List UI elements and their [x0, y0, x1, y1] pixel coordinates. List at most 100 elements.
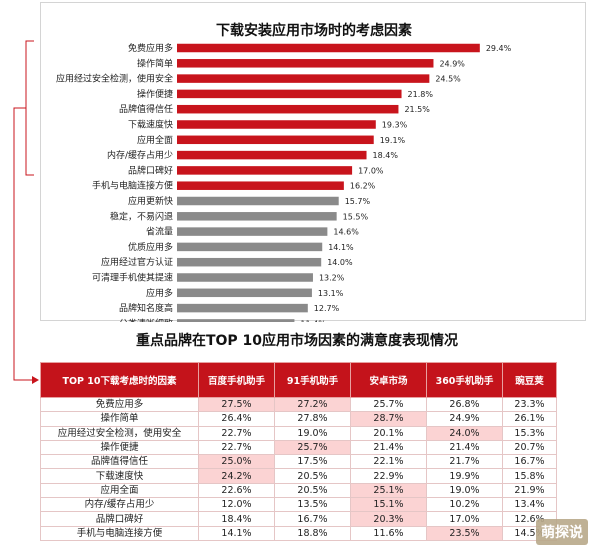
value-label: 12.7%	[314, 304, 340, 313]
table-cell: 17.0%	[426, 511, 503, 527]
table-cell: 23.5%	[426, 525, 503, 541]
bar	[177, 135, 374, 145]
table-row: 应用经过安全检测，使用安全 22.7% 19.0% 20.1% 24.0% 15.3%	[40, 425, 557, 441]
category-label: 应用全面	[137, 134, 173, 146]
table-cell: 19.9%	[426, 468, 503, 484]
watermark-logo: 萌探说	[536, 519, 588, 545]
category-label: 内存/缓存占用少	[107, 149, 173, 161]
table-cell: 15.3%	[502, 425, 557, 441]
bar	[177, 303, 308, 313]
category-label: 操作简单	[137, 57, 173, 69]
value-label: 18.4%	[373, 151, 399, 160]
table-cell: 24.0%	[426, 425, 503, 441]
value-label: 14.0%	[327, 258, 353, 267]
row-label: 下载速度快	[40, 468, 199, 484]
table-cell: 21.4%	[426, 439, 503, 456]
table-header-row: TOP 10下载考虑时的因素 百度手机助手 91手机助手 安卓市场 360手机助手 豌豆荚	[40, 362, 557, 398]
table-row: 品牌值得信任 25.0% 17.5% 22.1% 21.7% 16.7%	[40, 454, 557, 470]
value-label: 11.4%	[300, 319, 326, 322]
row-label: 品牌值得信任	[40, 454, 199, 470]
bar	[177, 59, 434, 68]
table-cell: 25.0%	[198, 454, 275, 470]
table-row: 操作便捷 22.7% 25.7% 21.4% 21.4% 20.7%	[40, 439, 557, 456]
connector-line	[13, 107, 32, 381]
table-cell: 21.4%	[350, 439, 427, 456]
value-label: 19.1%	[380, 136, 406, 145]
table-cell: 13.5%	[274, 497, 351, 513]
bar	[177, 212, 337, 221]
bracket-line	[25, 40, 34, 176]
table-cell: 13.4%	[502, 497, 557, 513]
value-label: 29.4%	[486, 44, 512, 53]
table-cell: 22.9%	[350, 468, 427, 484]
column-header: 安卓市场	[350, 362, 427, 398]
category-label: 优质应用多	[128, 241, 173, 253]
value-label: 14.1%	[328, 243, 354, 252]
value-label: 21.8%	[408, 90, 434, 99]
satisfaction-table: TOP 10下载考虑时的因素 百度手机助手 91手机助手 安卓市场 360手机助手 豌豆荚…	[40, 362, 557, 541]
column-header: 91手机助手	[274, 362, 351, 398]
table-cell: 24.9%	[426, 411, 503, 427]
table-cell: 28.7%	[350, 411, 427, 427]
table-cell: 25.1%	[350, 482, 427, 499]
table-cell: 23.3%	[502, 396, 557, 413]
table-cell: 12.0%	[198, 497, 275, 513]
table-cell: 16.7%	[274, 511, 351, 527]
table-cell: 20.3%	[350, 511, 427, 527]
table-cell: 22.7%	[198, 425, 275, 441]
category-label: 品牌口碑好	[128, 164, 173, 176]
column-header: 360手机助手	[426, 362, 503, 398]
category-label: 应用经过安全检测，使用安全	[56, 73, 173, 85]
bar	[177, 257, 322, 267]
value-label: 15.5%	[343, 212, 369, 221]
table-cell: 22.1%	[350, 454, 427, 470]
bar	[177, 89, 402, 99]
column-header: 百度手机助手	[198, 362, 275, 398]
table-cell: 16.7%	[502, 454, 557, 470]
category-label: 免费应用多	[128, 42, 173, 54]
table-cell: 25.7%	[274, 439, 351, 456]
category-label: 操作便捷	[137, 88, 173, 100]
value-label: 21.5%	[404, 105, 430, 114]
row-label: 应用经过安全检测，使用安全	[40, 425, 199, 441]
category-label: 可清理手机使其提速	[92, 272, 173, 284]
column-header: TOP 10下载考虑时的因素	[40, 362, 199, 398]
value-label: 15.7%	[345, 197, 371, 206]
bar	[177, 181, 344, 190]
category-label: 应用多	[146, 287, 173, 299]
table-cell: 20.1%	[350, 425, 427, 441]
row-label: 手机与电脑连接方便	[40, 525, 199, 541]
table-cell: 24.2%	[198, 468, 275, 484]
table-cell: 22.6%	[198, 482, 275, 499]
table-cell: 18.8%	[274, 525, 351, 541]
table-row: 手机与电脑连接方便 14.1% 18.8% 11.6% 23.5% 14.5%	[40, 525, 557, 541]
bar	[177, 196, 339, 206]
bar	[177, 120, 376, 129]
bar	[177, 273, 313, 282]
bar	[177, 166, 353, 175]
table-row: 免费应用多 27.5% 27.2% 25.7% 26.8% 23.3%	[40, 396, 557, 413]
bar-chart-title: 下载安装应用市场时的考虑因素	[216, 22, 412, 39]
value-label: 24.5%	[435, 75, 461, 84]
table-cell: 27.8%	[274, 411, 351, 427]
category-label: 应用更新快	[128, 195, 173, 207]
table-cell: 19.0%	[426, 482, 503, 499]
table-cell: 18.4%	[198, 511, 275, 527]
row-label: 内存/缓存占用少	[40, 497, 199, 513]
bar	[177, 43, 480, 53]
table-cell: 26.1%	[502, 411, 557, 427]
table-cell: 20.7%	[502, 439, 557, 456]
bar-chart-panel: 下载安装应用市场时的考虑因素 免费应用多 29.4% 操作简单 24.9% 应用经过安全检…	[40, 2, 586, 322]
table-cell: 25.7%	[350, 396, 427, 413]
bar	[177, 74, 430, 83]
table-cell: 21.7%	[426, 454, 503, 470]
table-cell: 11.6%	[350, 525, 427, 541]
bar	[177, 288, 312, 298]
table-cell: 10.2%	[426, 497, 503, 513]
value-label: 13.2%	[319, 274, 345, 283]
bar	[177, 319, 295, 322]
value-label: 17.0%	[358, 166, 384, 175]
value-label: 19.3%	[382, 121, 408, 130]
table-cell: 27.2%	[274, 396, 351, 413]
